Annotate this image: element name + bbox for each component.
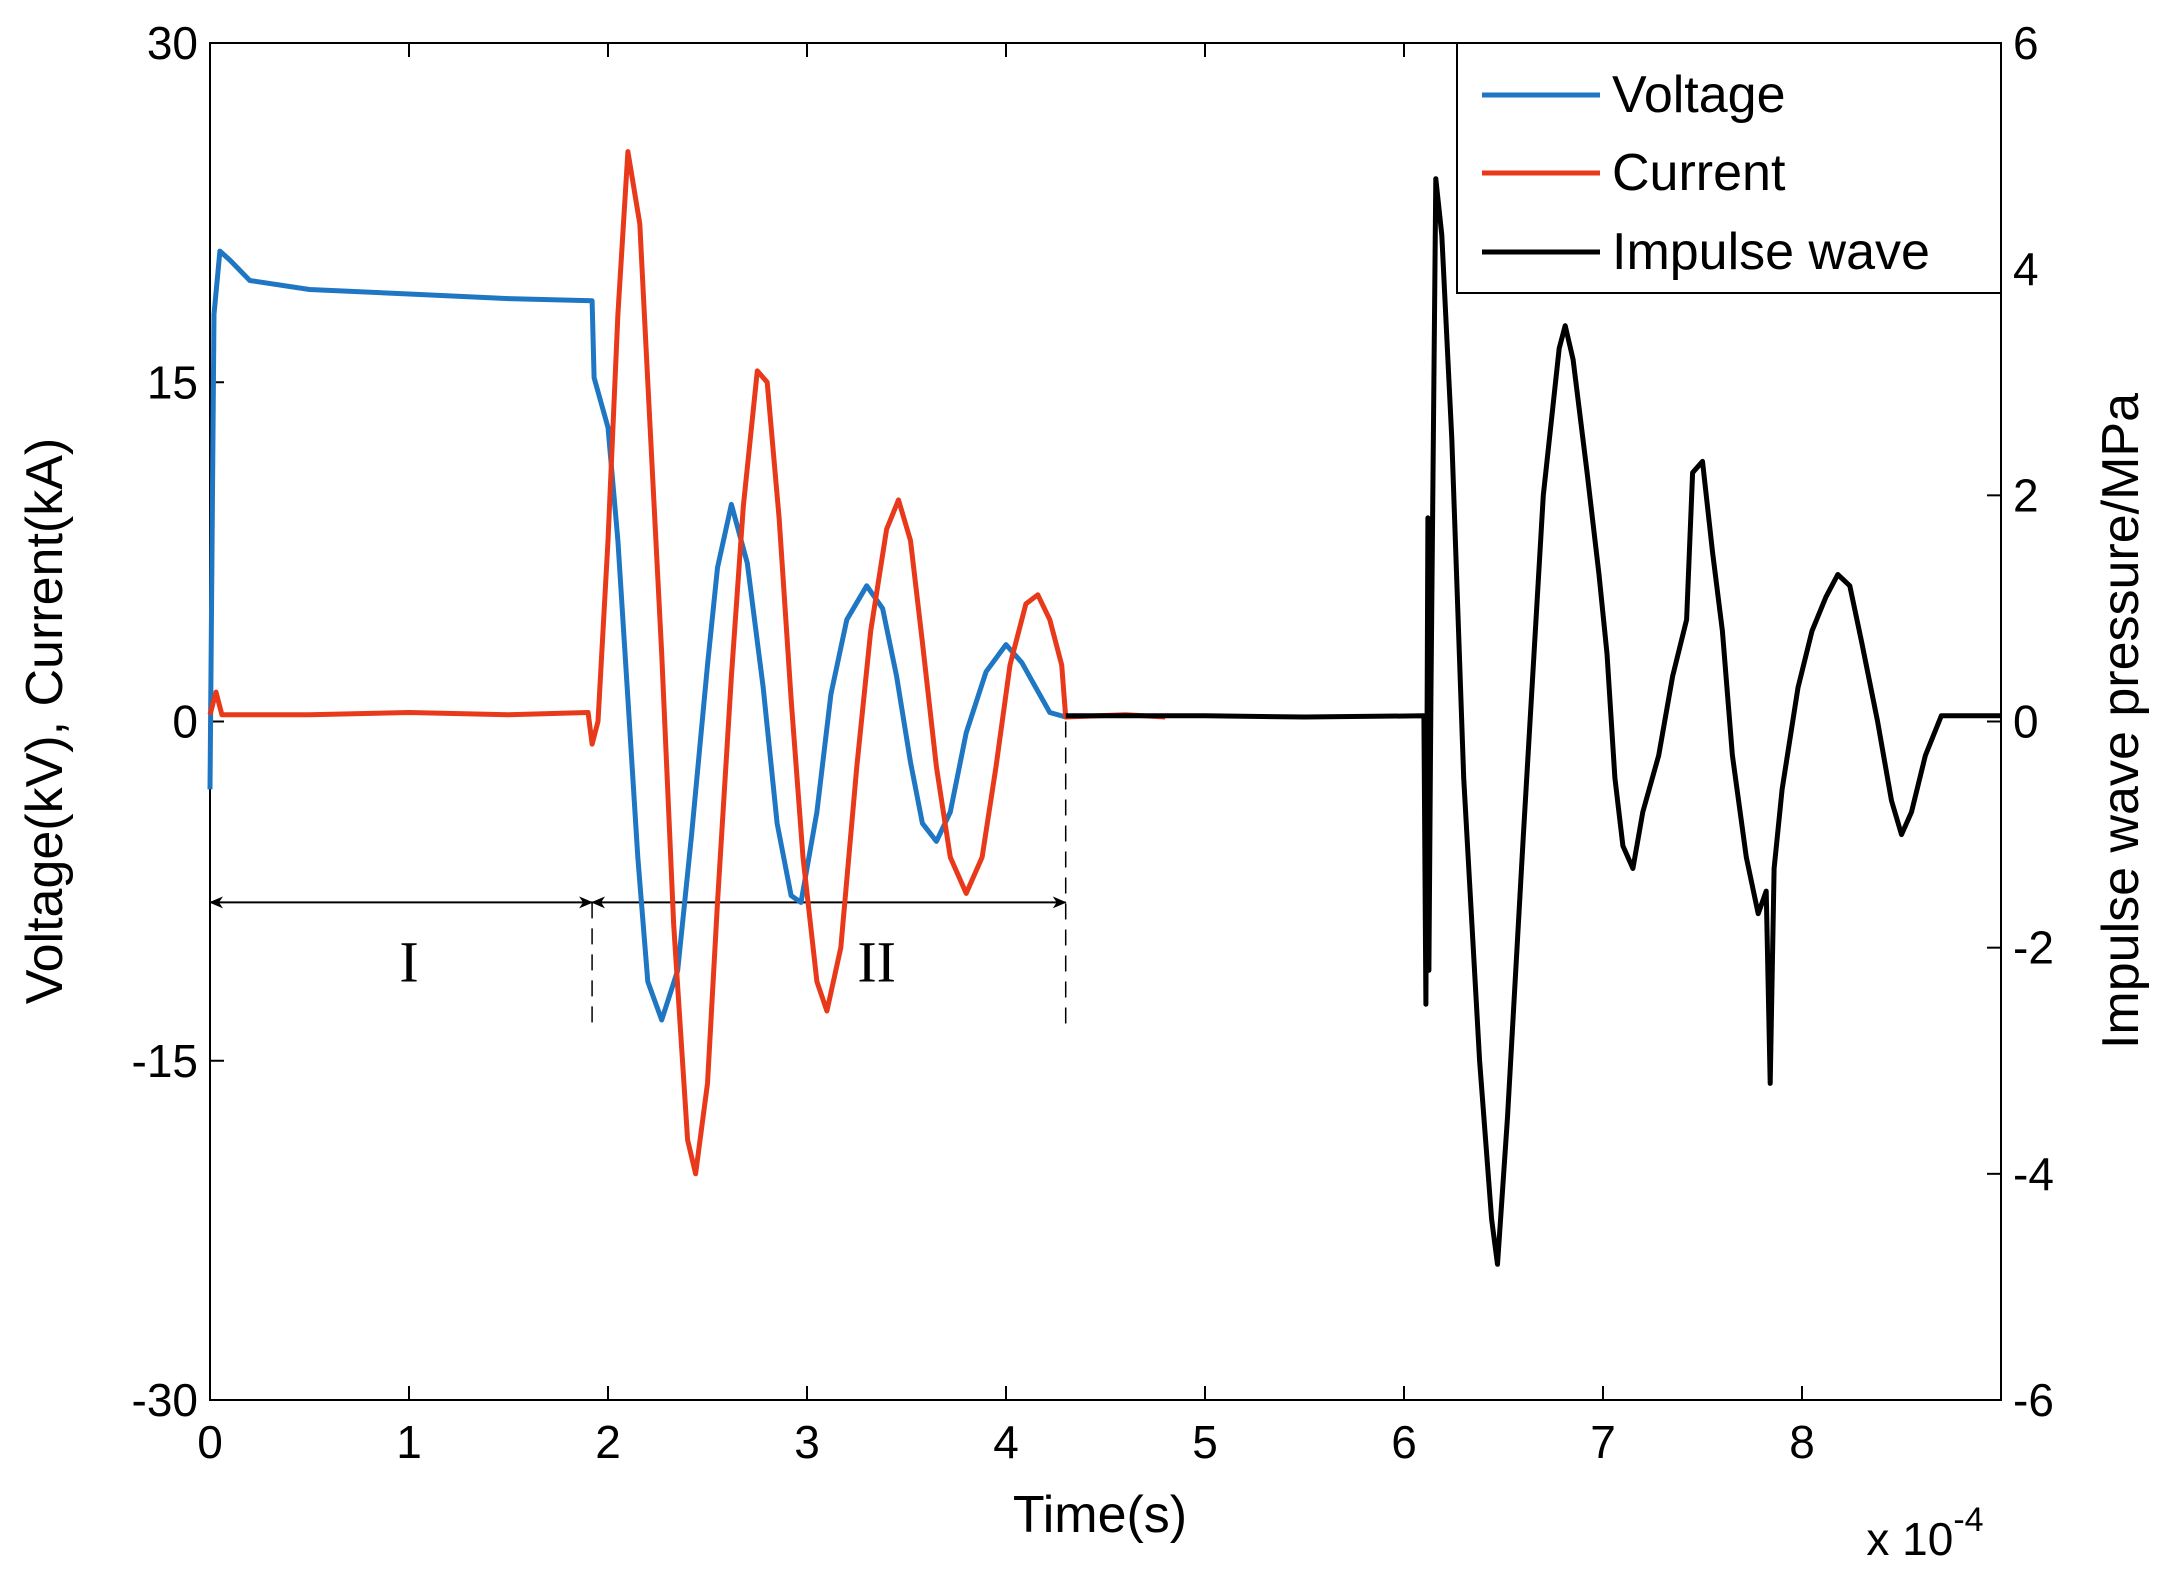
y-left-axis-title: Voltage(kV), Current(kA) bbox=[16, 438, 74, 1004]
series-line-impulse-wave bbox=[1065, 176, 2001, 1267]
y-right-tick-label: 0 bbox=[2013, 696, 2039, 748]
series-lines bbox=[207, 149, 2001, 1267]
y-right-tick-label: 4 bbox=[2013, 243, 2039, 295]
x-tick-label: 8 bbox=[1789, 1416, 1815, 1468]
axis-ticks: 0 1 2 3 4 5 6 7 8 30 15 0 -15 -30 6 4 2 0 -2 -4 -6 bbox=[132, 17, 2054, 1468]
y-left-tick-label: 15 bbox=[147, 356, 198, 408]
y-right-tick-label: 2 bbox=[2013, 469, 2039, 521]
x-tick-label: 2 bbox=[595, 1416, 621, 1468]
region-annotations: I II bbox=[399, 930, 896, 995]
y-left-tick-label: 0 bbox=[172, 696, 198, 748]
x-axis-title: Time(s) bbox=[1013, 1486, 1187, 1544]
y-right-tick-label: -6 bbox=[2013, 1374, 2054, 1426]
legend-label-voltage: Voltage bbox=[1612, 66, 1786, 124]
y-left-tick-label: -15 bbox=[132, 1035, 198, 1087]
region-label: II bbox=[857, 930, 896, 995]
x-tick-label: 6 bbox=[1391, 1416, 1417, 1468]
x-tick-label: 5 bbox=[1192, 1416, 1218, 1468]
x-tick-label: 0 bbox=[197, 1416, 223, 1468]
legend-label-current: Current bbox=[1612, 144, 1786, 202]
y-left-tick-label: -30 bbox=[132, 1374, 198, 1426]
region-label: I bbox=[399, 930, 418, 995]
y-left-tick-label: 30 bbox=[147, 17, 198, 69]
y-right-axis-title: Impulse wave pressure/MPa bbox=[2092, 393, 2150, 1049]
x-tick-label: 7 bbox=[1590, 1416, 1616, 1468]
series-line-voltage bbox=[207, 248, 1067, 1023]
x-tick-label: 3 bbox=[794, 1416, 820, 1468]
y-right-tick-label: -4 bbox=[2013, 1148, 2054, 1200]
y-right-tick-label: 6 bbox=[2013, 17, 2039, 69]
y-right-tick-label: -2 bbox=[2013, 922, 2054, 974]
legend: Voltage Current Impulse wave bbox=[1456, 42, 2002, 294]
x-tick-label: 1 bbox=[396, 1416, 422, 1468]
x-axis-multiplier: x 10-4 bbox=[1866, 1501, 1983, 1565]
x-tick-label: 4 bbox=[993, 1416, 1019, 1468]
series-line-current bbox=[207, 149, 1166, 1177]
legend-label-impulse-wave: Impulse wave bbox=[1612, 223, 1930, 281]
